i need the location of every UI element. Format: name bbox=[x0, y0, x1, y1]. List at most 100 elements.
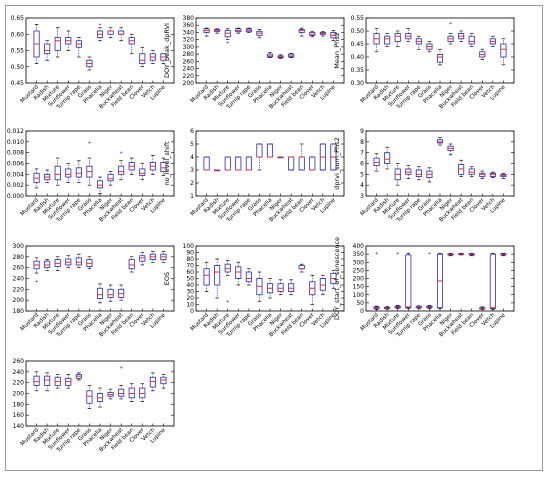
iqr-box bbox=[107, 173, 114, 182]
box-radish bbox=[214, 258, 221, 299]
chart-panel-4: 0.0000.0020.0040.0060.0080.0100.012Var_P… bbox=[7, 128, 175, 224]
y-tick-label: 70 bbox=[186, 263, 194, 270]
box-clover bbox=[139, 46, 146, 68]
box-sunflower bbox=[405, 252, 412, 309]
box-radish bbox=[44, 40, 51, 61]
y-tick-label: 240 bbox=[13, 276, 25, 283]
y-tick-label: 0.50 bbox=[11, 64, 25, 71]
box-sunflower bbox=[235, 261, 242, 286]
box-turnip-rape bbox=[245, 27, 252, 33]
y-tick-label: 300 bbox=[353, 259, 365, 266]
iqr-box bbox=[458, 164, 465, 175]
box-phacelia bbox=[266, 278, 274, 299]
iqr-box bbox=[203, 268, 210, 286]
y-tick-label: 200 bbox=[13, 297, 25, 304]
box-turnip-rape bbox=[415, 166, 422, 181]
y-tick-label: 300 bbox=[183, 44, 195, 51]
box-buckwheat bbox=[458, 159, 465, 177]
box-turnip-rape bbox=[415, 305, 422, 309]
plot-frame bbox=[195, 17, 345, 84]
y-tick-label: 280 bbox=[183, 51, 195, 58]
y-tick-label: 2 bbox=[190, 180, 194, 187]
chart-panel-10: 140160180200220240260DOY_min_Phs1Mustard… bbox=[13, 358, 175, 454]
iqr-box bbox=[224, 263, 231, 273]
outlier-marker: + bbox=[88, 141, 91, 147]
iqr-box bbox=[288, 283, 295, 292]
box-mixture: + bbox=[224, 259, 231, 305]
box-mustard bbox=[203, 156, 210, 171]
box-vetch bbox=[319, 274, 326, 296]
y-tick-label: 7 bbox=[360, 150, 364, 157]
iqr-box bbox=[468, 35, 475, 45]
y-tick-label: 0.55 bbox=[11, 48, 25, 55]
box-clover bbox=[139, 163, 146, 181]
iqr-box bbox=[75, 257, 82, 266]
y-tick-label: 100 bbox=[353, 292, 365, 299]
outlier-marker: + bbox=[98, 22, 101, 28]
iqr-box bbox=[139, 53, 146, 64]
iqr-box bbox=[54, 37, 61, 51]
box-phacelia bbox=[266, 51, 274, 59]
box-vetch bbox=[149, 372, 156, 392]
box-vetch bbox=[149, 50, 156, 64]
y-tick-label: 5 bbox=[360, 171, 364, 178]
box-sunflower bbox=[65, 374, 72, 389]
box-field-bean bbox=[298, 263, 305, 273]
chart-panel-8: 0102030405060708090100EOSMustardRadish+M… bbox=[163, 243, 345, 339]
y-tick-label: 0.012 bbox=[7, 128, 24, 135]
y-tick-label: 6 bbox=[360, 161, 364, 168]
box-radish bbox=[44, 372, 51, 392]
chart-panel-1: 0.450.500.550.600.65dpRVI_peakMustardRad… bbox=[11, 15, 175, 111]
y-tick-label: 5 bbox=[190, 141, 194, 148]
iqr-box bbox=[160, 376, 167, 385]
y-tick-label: 0.60 bbox=[11, 31, 25, 38]
box-vetch bbox=[149, 155, 156, 175]
y-tick-label: 0.006 bbox=[7, 161, 24, 168]
y-tick-label: 250 bbox=[353, 267, 365, 274]
iqr-box bbox=[75, 167, 82, 178]
box-turnip-rape bbox=[415, 35, 422, 50]
box-mixture bbox=[224, 156, 231, 171]
box-clover bbox=[139, 252, 146, 266]
box-niger bbox=[277, 156, 284, 159]
y-tick-label: 10 bbox=[186, 302, 194, 309]
box-vetch bbox=[489, 171, 496, 178]
y-tick-label: 350 bbox=[353, 251, 365, 258]
box-lupine bbox=[160, 374, 167, 389]
y-tick-label: 150 bbox=[353, 284, 365, 291]
iqr-box bbox=[245, 271, 252, 283]
y-tick-label: 40 bbox=[186, 282, 194, 289]
box-clover bbox=[309, 156, 316, 171]
iqr-box bbox=[96, 180, 104, 189]
iqr-box bbox=[107, 288, 114, 298]
y-tick-label: 220 bbox=[183, 73, 195, 80]
box-mixture bbox=[54, 27, 61, 58]
box-vetch bbox=[319, 143, 326, 171]
box-phacelia bbox=[436, 48, 444, 66]
box-vetch bbox=[149, 251, 156, 263]
y-tick-label: 50 bbox=[356, 300, 364, 307]
iqr-box bbox=[436, 54, 444, 63]
y-axis-label: Mean_Phs2 bbox=[333, 32, 341, 69]
iqr-box bbox=[277, 283, 284, 292]
iqr-box bbox=[436, 139, 444, 144]
box-clover bbox=[479, 48, 486, 60]
outlier-marker: + bbox=[226, 299, 229, 305]
y-tick-label: 0.30 bbox=[351, 80, 365, 87]
y-tick-label: 0 bbox=[360, 308, 364, 315]
box-sunflower bbox=[235, 27, 242, 34]
box-mustard bbox=[373, 153, 380, 172]
iqr-box bbox=[139, 255, 146, 262]
y-tick-label: 320 bbox=[183, 37, 195, 44]
iqr-box bbox=[128, 259, 135, 270]
iqr-box bbox=[405, 254, 412, 309]
box-mustard: + bbox=[33, 257, 40, 285]
box-clover bbox=[309, 274, 316, 305]
box-buckwheat: + bbox=[118, 150, 125, 181]
box-mustard bbox=[33, 371, 40, 392]
iqr-box bbox=[405, 168, 412, 175]
y-tick-label: 30 bbox=[186, 289, 194, 296]
y-tick-label: 0.002 bbox=[7, 182, 24, 189]
iqr-box bbox=[235, 266, 242, 279]
